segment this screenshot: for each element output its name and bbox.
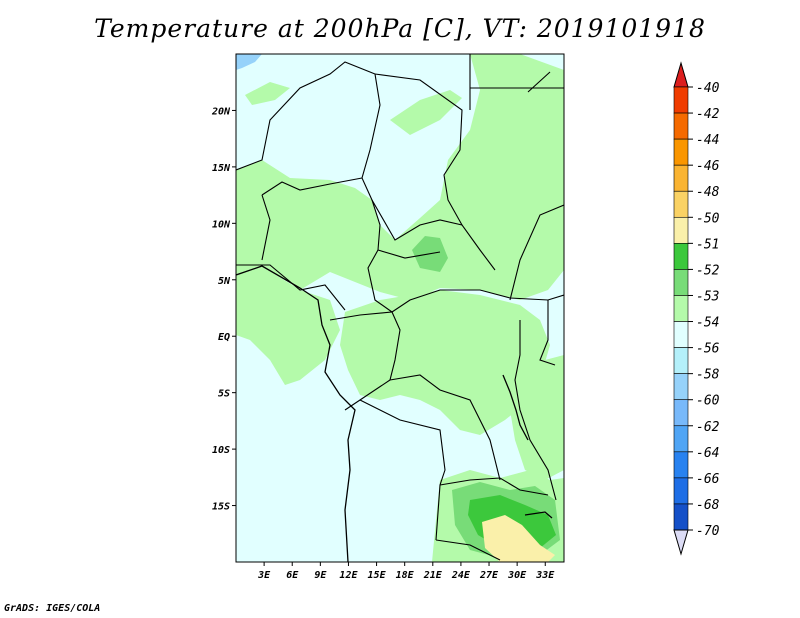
- border-11: [329, 311, 401, 411]
- border-16: [514, 320, 557, 501]
- colorbar-swatch: [673, 164, 689, 192]
- colorbar-swatch: [673, 190, 689, 218]
- colorbar-top-arrow: [673, 61, 689, 88]
- lat-tick-label: 20N: [211, 106, 231, 117]
- border-7: [236, 264, 346, 311]
- colorbar-swatch: [673, 86, 689, 114]
- lon-tick-label: 24E: [451, 570, 471, 581]
- colorbar-swatch: [673, 347, 689, 374]
- border-12: [389, 374, 501, 481]
- lake-2: [524, 511, 553, 519]
- border-6: [261, 194, 271, 261]
- lon-tick-label: 27E: [479, 570, 499, 581]
- colorbar-bottom-arrow: [673, 529, 689, 556]
- colorbar-label: -51: [696, 237, 719, 252]
- field-light-green-north: [236, 54, 564, 300]
- colorbar-label: -56: [696, 342, 720, 357]
- coastline: [236, 265, 356, 562]
- map-title: Temperature at 200hPa [C], VT: 201910191…: [94, 14, 706, 43]
- border-17: [539, 300, 556, 366]
- lon-tick-label: 30E: [507, 570, 527, 581]
- colorbar-label: -66: [696, 472, 720, 487]
- colorbar-swatch: [673, 243, 689, 270]
- colorbar-swatch: [673, 295, 689, 322]
- plot-frame: [235, 53, 565, 563]
- lon-tick-label: 9E: [314, 570, 327, 581]
- colorbar-swatch: [673, 451, 689, 479]
- lat-tick-label: 5S: [218, 389, 230, 400]
- longitude-axis: 3E 6E 9E 12E 15E 18E 21E 24E 27E 30E 33E: [257, 562, 555, 581]
- colorbar-label: -68: [696, 498, 720, 513]
- colorbar-swatch: [673, 216, 689, 244]
- lat-tick-label: 15N: [212, 163, 231, 174]
- colorbar-label: -70: [696, 524, 720, 539]
- lake-1: [502, 374, 529, 441]
- colorbar-label: -64: [696, 446, 719, 461]
- border-8: [371, 199, 463, 241]
- field-light-green-streak-2: [245, 82, 290, 105]
- lon-tick-label: 15E: [368, 570, 387, 581]
- credit-text: GrADS: IGES/COLA: [4, 603, 101, 614]
- lat-tick-label: 15S: [212, 502, 230, 513]
- colorbar-swatch: [673, 373, 689, 401]
- lon-tick-label: 18E: [396, 570, 415, 581]
- temperature-field: [236, 54, 564, 562]
- latitude-axis: 20N 15N 10N 5N EQ 5S 10S 15S: [211, 106, 236, 513]
- colorbar-swatch: [673, 321, 689, 348]
- border-2: [374, 73, 496, 271]
- field-blue-corner: [236, 54, 262, 70]
- colorbar-label: -53: [696, 289, 719, 304]
- colorbar-swatch: [673, 112, 689, 140]
- colorbar-label: -44: [696, 133, 719, 148]
- border-14: [439, 477, 549, 496]
- colorbar-label: -48: [696, 185, 720, 200]
- colorbar-label: -40: [696, 81, 720, 96]
- field-light-green-west: [236, 266, 340, 385]
- colorbar: -40 -42 -44 -46 -48 -50 -51 -52 -53 -54 -56 -58 -60 -…: [673, 61, 720, 556]
- colorbar-swatch: [673, 477, 689, 505]
- lon-tick-label: 3E: [257, 570, 271, 581]
- colorbar-label: -62: [696, 420, 720, 435]
- lon-tick-label: 33E: [535, 570, 555, 581]
- lat-tick-label: 5N: [218, 276, 231, 287]
- border-5: [261, 177, 363, 196]
- field-yellow: [482, 515, 555, 562]
- colorbar-label: -58: [696, 368, 720, 383]
- lat-tick-label: 10S: [212, 445, 230, 456]
- border-1: [236, 61, 393, 313]
- lat-tick-label: EQ: [218, 332, 230, 343]
- country-borders: [236, 54, 564, 561]
- colorbar-label: -60: [696, 394, 720, 409]
- field-light-green-streak-1: [390, 90, 462, 135]
- colorbar-label: -54: [696, 316, 719, 331]
- colorbar-swatch: [673, 399, 689, 427]
- colorbar-label: -42: [696, 107, 720, 122]
- field-light-green-central: [340, 290, 550, 435]
- colorbar-swatch: [673, 269, 689, 296]
- border-9: [377, 249, 441, 259]
- colorbar-label: -46: [696, 159, 720, 174]
- colorbar-label: -50: [696, 211, 720, 226]
- field-light-green-east: [510, 355, 564, 480]
- colorbar-swatch: [673, 425, 689, 453]
- lon-tick-label: 6E: [286, 570, 299, 581]
- lat-tick-label: 10N: [212, 219, 231, 230]
- border-15: [435, 539, 501, 561]
- lon-tick-label: 12E: [339, 570, 358, 581]
- lon-tick-label: 21E: [423, 570, 443, 581]
- border-18: [509, 204, 564, 301]
- colorbar-swatch: [673, 503, 689, 531]
- colorbar-label: -52: [696, 263, 720, 278]
- colorbar-swatch: [673, 138, 689, 166]
- border-19: [527, 71, 551, 93]
